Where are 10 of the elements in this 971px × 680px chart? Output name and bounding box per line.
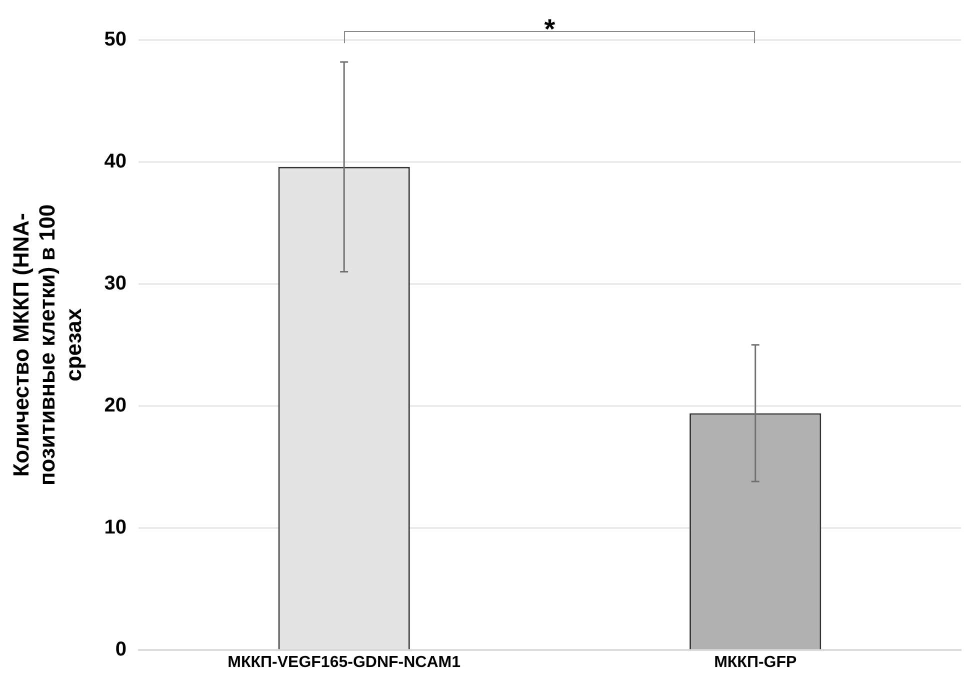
y-tick-label: 50 — [104, 28, 126, 51]
y-tick-label: 20 — [104, 394, 126, 416]
y-tick-label: 30 — [104, 272, 126, 294]
annotation: * — [544, 14, 556, 45]
y-tick-label: 40 — [104, 150, 126, 172]
y-tick-label: 0 — [115, 638, 126, 660]
x-tick-label: МККП-GFP — [714, 654, 797, 671]
x-tick-label: МККП-VEGF165-GDNF-NCAM1 — [228, 654, 461, 671]
y-axis-title: Количество МККП (HNA-позитивные клетки) в 100 срезах — [8, 204, 86, 486]
y-tick-label: 10 — [104, 516, 126, 538]
